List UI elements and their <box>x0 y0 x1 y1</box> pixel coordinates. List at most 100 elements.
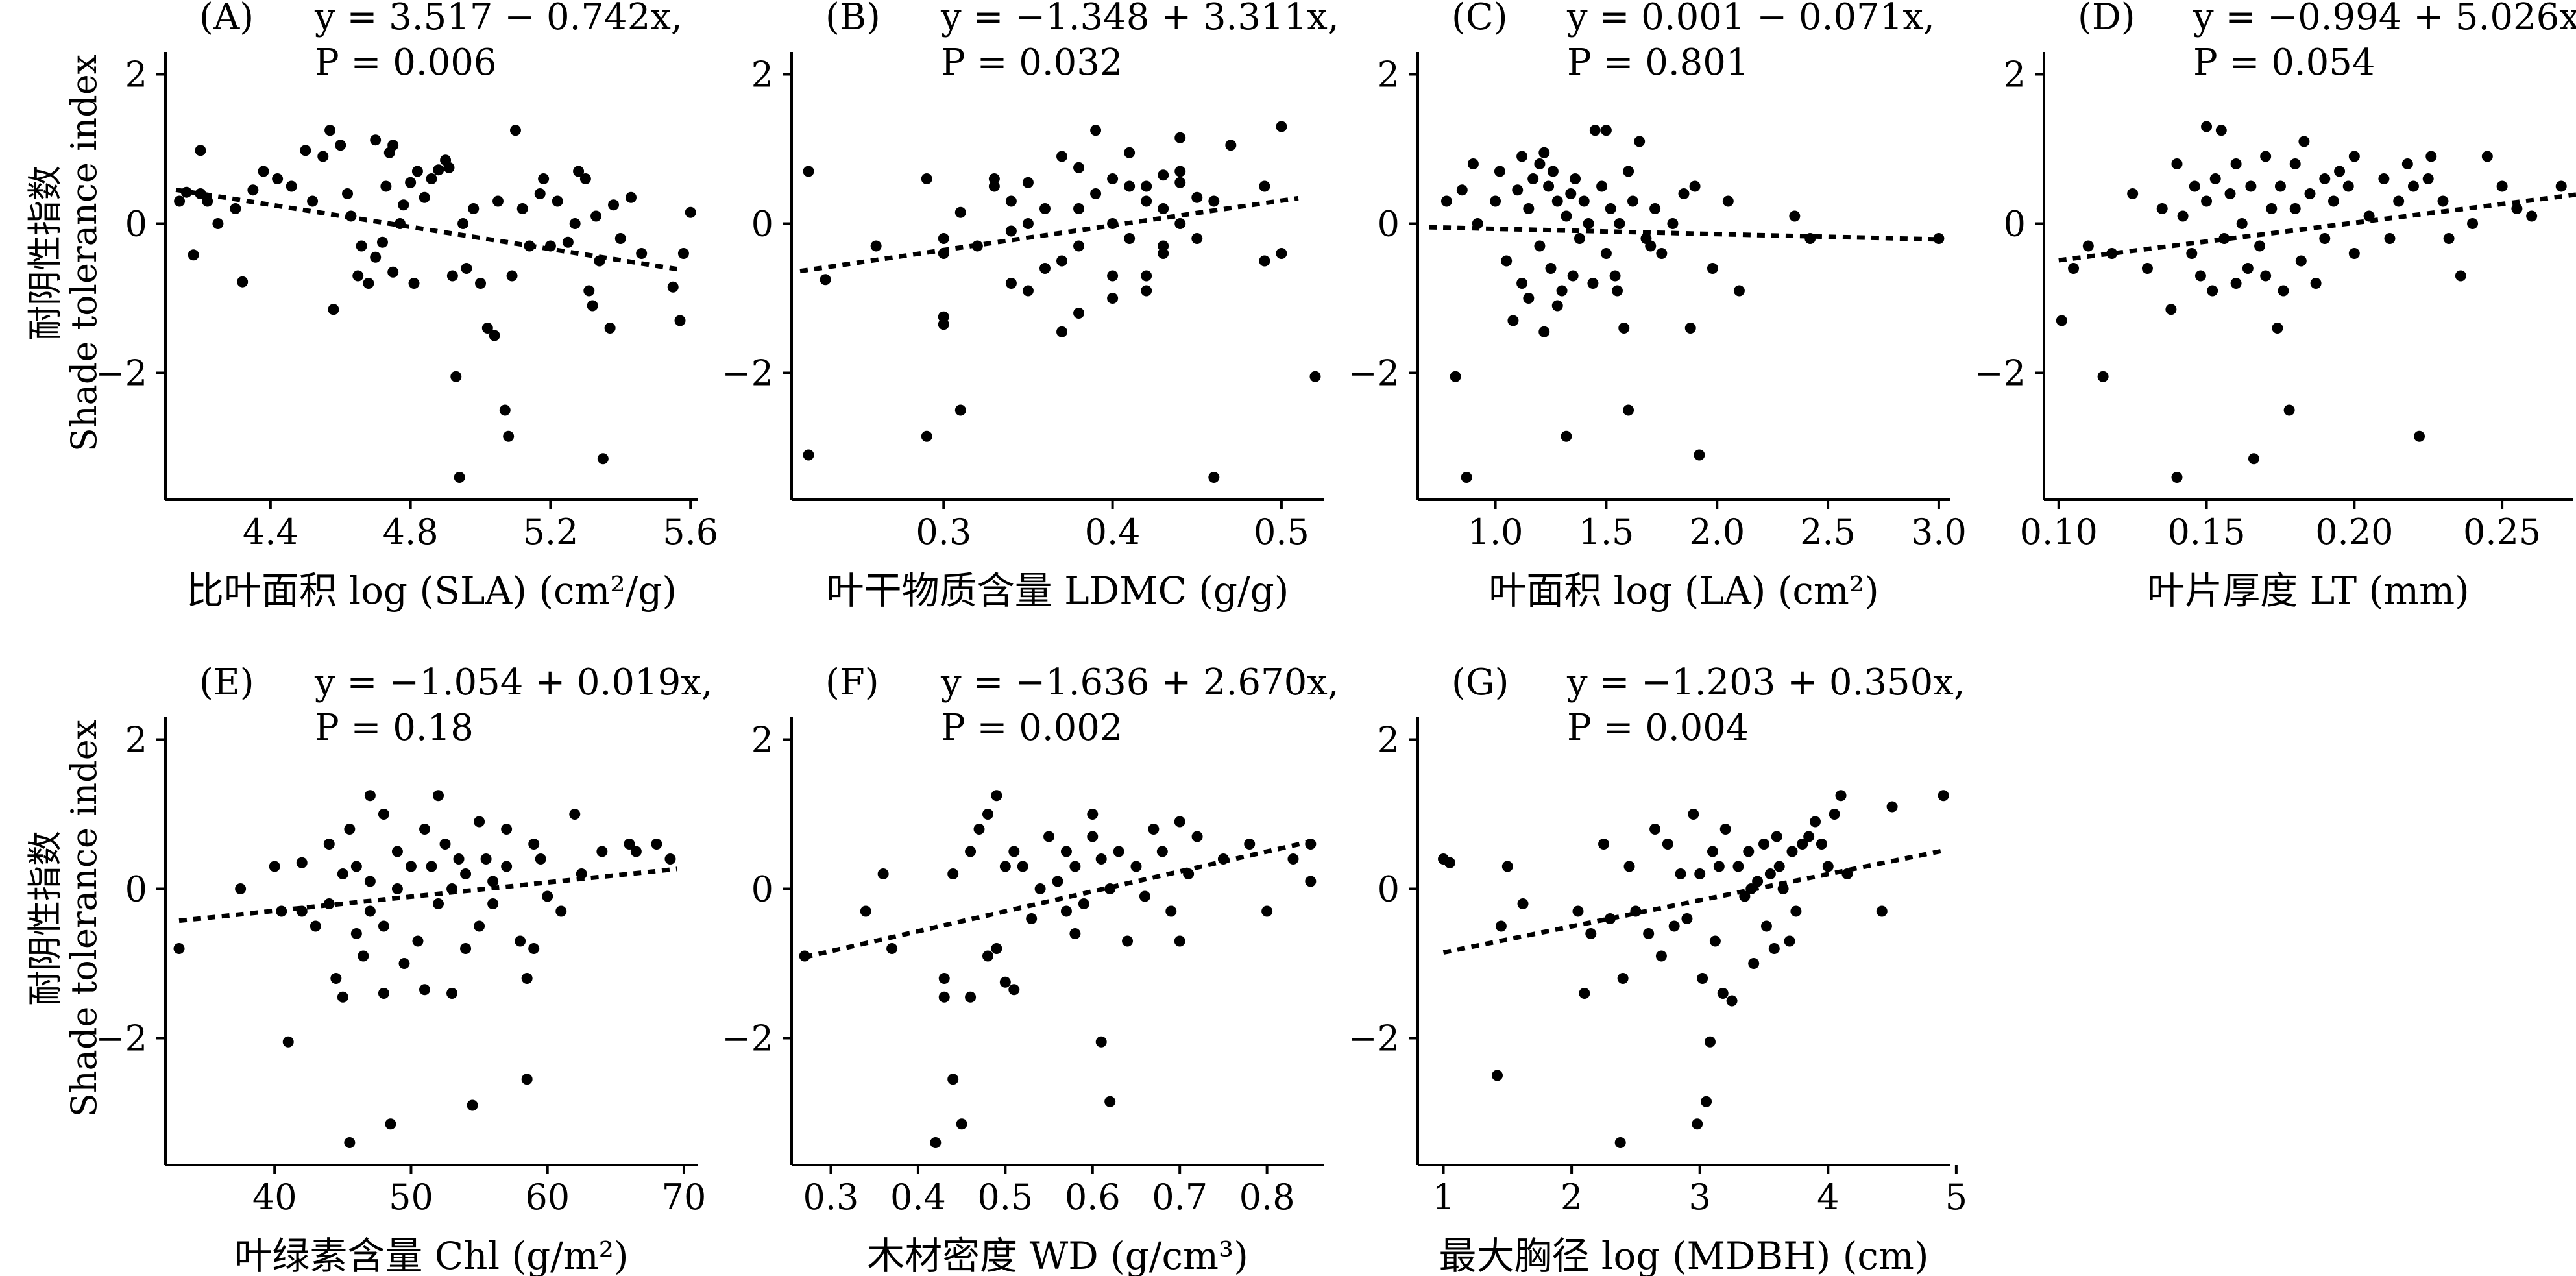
x-tick-label: 3 <box>1689 1177 1711 1218</box>
data-point <box>1886 801 1898 813</box>
data-point <box>1789 210 1801 222</box>
data-point <box>1078 898 1089 909</box>
data-point <box>1095 1036 1107 1048</box>
data-point <box>982 809 993 820</box>
data-point <box>651 839 662 850</box>
data-point <box>1684 323 1696 334</box>
data-point <box>1073 162 1085 173</box>
data-point <box>1107 293 1119 304</box>
data-point <box>521 973 533 984</box>
data-point <box>803 166 814 177</box>
data-point <box>2068 263 2080 274</box>
data-point <box>1507 315 1519 326</box>
data-point <box>1719 824 1731 835</box>
data-point <box>1649 824 1661 835</box>
data-point <box>350 928 362 939</box>
y-tick-label: 0 <box>1378 869 1400 910</box>
data-point <box>2289 158 2301 169</box>
data-point <box>1600 125 1612 136</box>
data-point <box>973 824 985 835</box>
y-tick-label: 0 <box>125 869 147 910</box>
y-tick-label: 0 <box>1378 204 1400 245</box>
data-point <box>1578 195 1590 207</box>
data-point <box>1583 218 1594 229</box>
data-point <box>323 839 335 850</box>
data-point <box>1026 913 1038 924</box>
data-point <box>1022 177 1034 188</box>
data-point <box>2467 218 2479 229</box>
data-point <box>378 920 389 932</box>
data-point <box>174 195 186 207</box>
p-value: P = 0.006 <box>315 42 497 84</box>
data-point <box>590 210 602 222</box>
data-point <box>492 195 504 207</box>
data-point <box>1517 898 1529 909</box>
y-tick-label: −2 <box>722 1018 773 1059</box>
data-point <box>387 266 399 278</box>
data-point <box>1039 203 1051 214</box>
data-point <box>378 988 389 999</box>
panel-label: (C) <box>1452 0 1508 38</box>
data-point <box>2304 188 2316 199</box>
data-point <box>2156 203 2168 214</box>
data-point <box>1649 203 1661 214</box>
x-tick-label: 2.0 <box>1689 511 1745 552</box>
x-tick-label: 0.5 <box>1254 511 1309 552</box>
data-point <box>664 853 676 865</box>
data-point <box>344 1137 356 1148</box>
data-point <box>2393 195 2405 207</box>
data-point <box>1764 868 1776 879</box>
regression-line <box>178 866 677 924</box>
data-point <box>1614 1137 1626 1148</box>
data-point <box>1174 177 1186 188</box>
scatter-panel-5: 2 0 −2 40 50 60 70 叶绿素含量 Chl (g/m²) (E) y = −1.05… <box>95 661 712 1276</box>
data-point <box>344 824 356 835</box>
data-point <box>2186 248 2198 259</box>
data-point <box>337 868 348 879</box>
scatter-panel-3: 2 0 −2 1.0 1.5 2.0 2.5 3.0 叶面积 log (LA) (cm²) (C)… <box>1348 0 1966 613</box>
data-point <box>330 973 342 984</box>
x-tick-label: 40 <box>252 1177 297 1218</box>
data-point <box>352 270 364 282</box>
data-point <box>1156 846 1168 857</box>
data-point <box>2511 203 2523 214</box>
regression-equation: y = −1.203 + 0.350x, <box>1566 661 1965 704</box>
data-point <box>364 905 376 917</box>
data-point <box>235 883 247 894</box>
data-point <box>310 920 321 932</box>
p-value: P = 0.002 <box>941 707 1123 749</box>
data-point <box>1039 263 1051 274</box>
data-point <box>1551 195 1563 207</box>
data-point <box>480 853 492 865</box>
data-point <box>1501 861 1513 872</box>
data-point <box>1579 988 1590 999</box>
data-point <box>1667 218 1679 229</box>
data-point <box>405 177 417 188</box>
data-point <box>2348 151 2360 162</box>
data-point <box>2171 158 2183 169</box>
data-point <box>1501 255 1513 267</box>
data-point <box>450 371 462 382</box>
data-point <box>446 270 458 282</box>
data-point <box>247 184 259 196</box>
data-point <box>1174 935 1185 947</box>
data-point <box>2298 136 2310 147</box>
data-point <box>1538 147 1550 158</box>
data-point <box>947 1074 959 1085</box>
y-tick-label: 0 <box>125 204 147 245</box>
data-point <box>1124 147 1136 158</box>
data-point <box>999 861 1011 872</box>
data-point <box>1174 132 1186 143</box>
data-point <box>1174 218 1186 229</box>
data-point <box>938 233 949 244</box>
data-point <box>971 240 983 252</box>
data-point <box>364 876 376 887</box>
data-point <box>2526 210 2538 222</box>
data-point <box>460 868 472 879</box>
data-point <box>1124 180 1136 192</box>
data-point <box>1645 240 1657 252</box>
data-point <box>803 449 814 461</box>
data-point <box>1107 270 1119 282</box>
x-tick-label: 0.3 <box>803 1177 859 1218</box>
data-point <box>1623 166 1634 177</box>
